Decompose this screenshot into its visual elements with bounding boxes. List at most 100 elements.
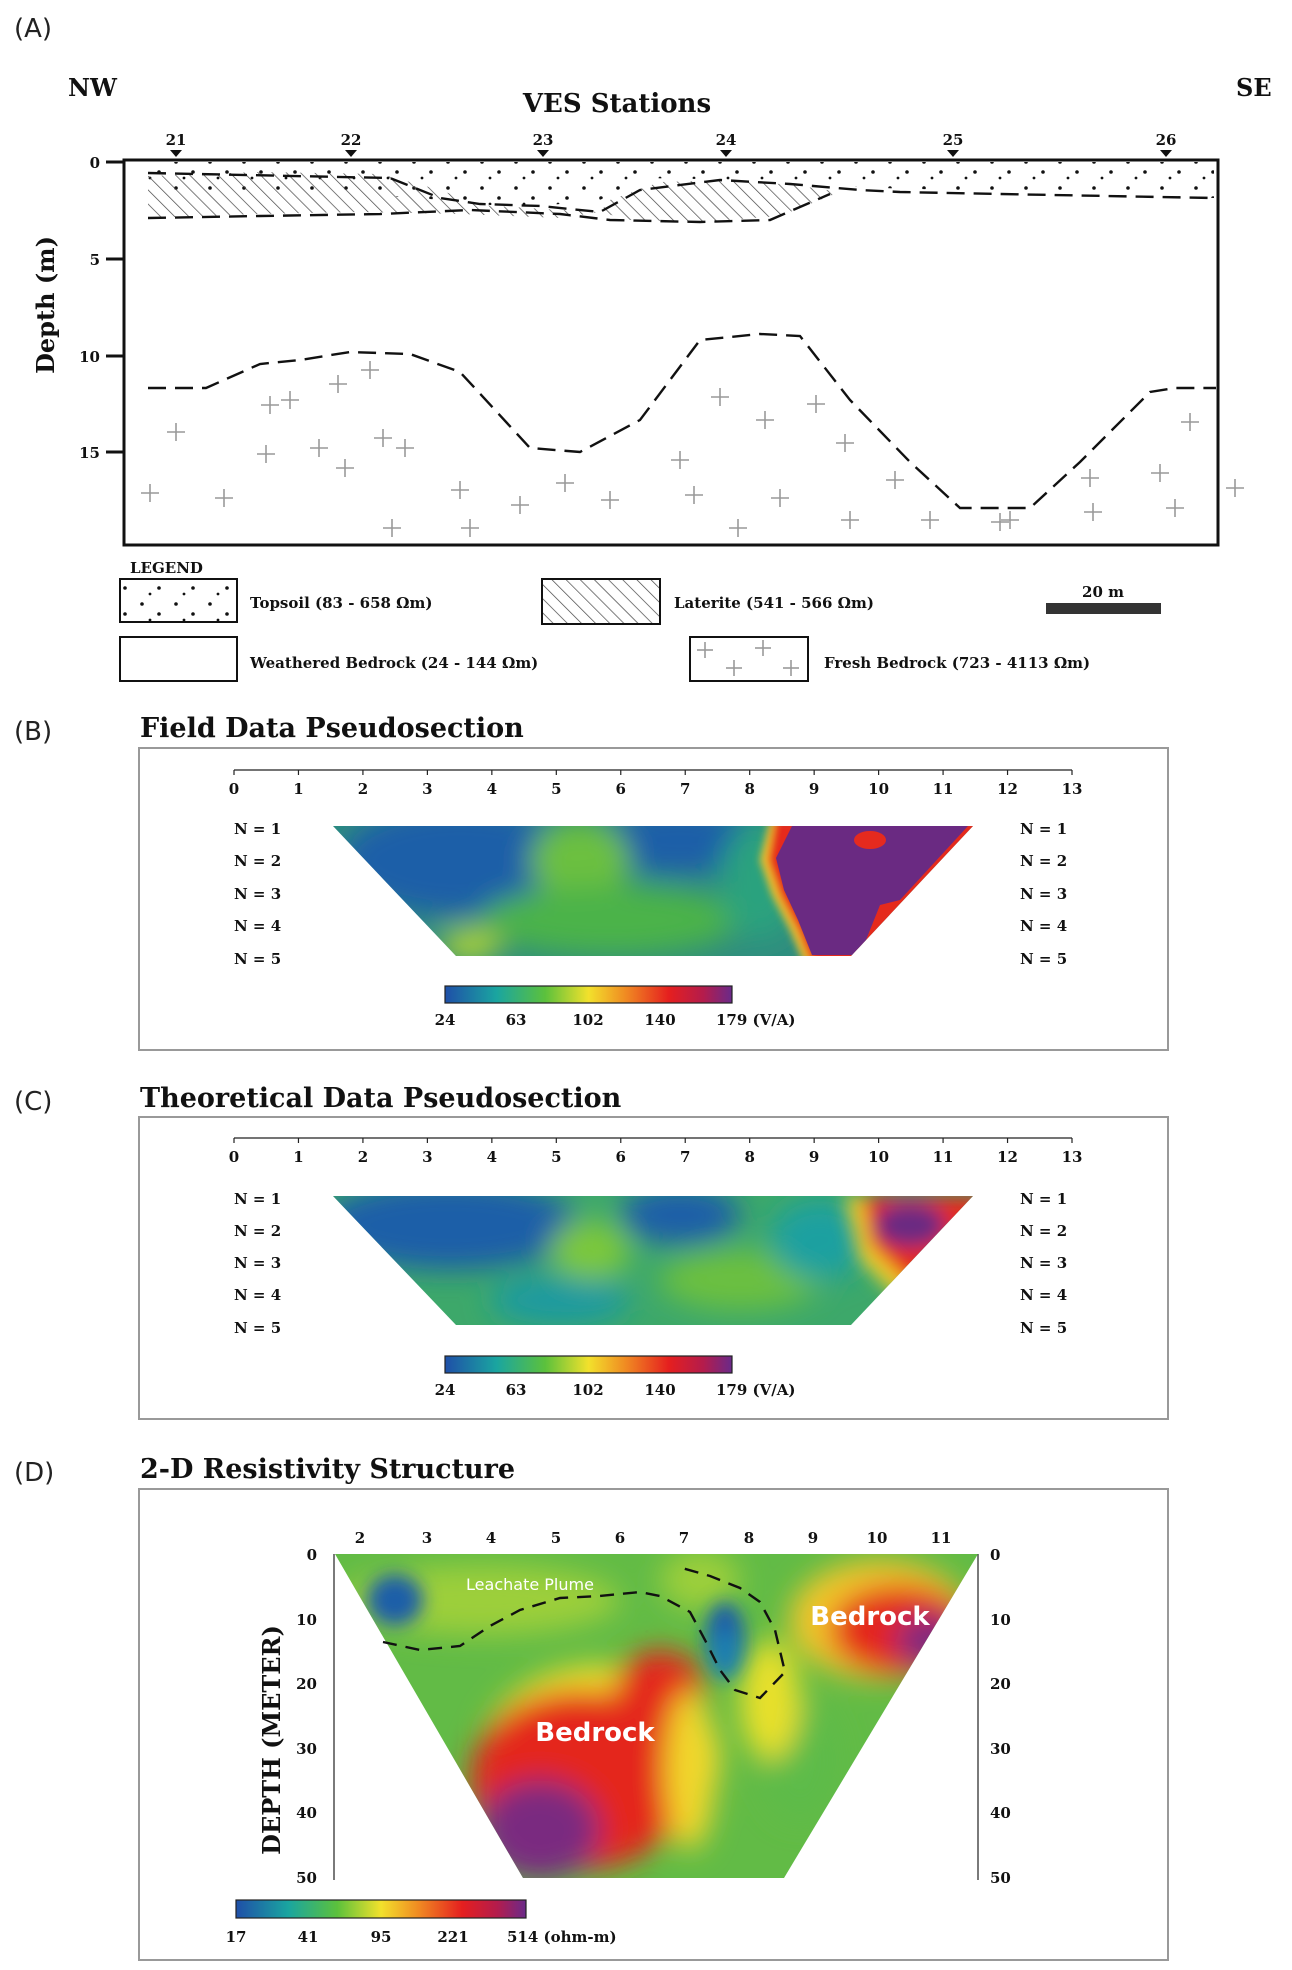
- laterite-lens-1: [148, 172, 600, 218]
- svg-text:6: 6: [615, 1529, 625, 1547]
- svg-text:221: 221: [437, 1928, 468, 1946]
- legend-topsoil: Topsoil (83 - 658 Ωm): [250, 594, 433, 612]
- tick-label: 7: [680, 780, 690, 798]
- panel-d-top-ticks: 2 3 4 5 6 7 8 9 10 11: [355, 1529, 952, 1547]
- svg-text:N = 4: N = 4: [1020, 1286, 1067, 1304]
- depth-ticks: 0 5 10 15: [79, 154, 124, 462]
- tick-label: 11: [933, 780, 954, 798]
- svg-text:N = 4: N = 4: [1020, 917, 1067, 935]
- svg-text:15: 15: [79, 444, 100, 462]
- scale-bar-label: 20 m: [1082, 583, 1124, 601]
- panel-b-levels-right: N = 1 N = 2 N = 3 N = 4 N = 5: [1020, 820, 1067, 968]
- panel-c-colorbar-labels: 24 63 102 140 179 (V/A): [435, 1381, 796, 1399]
- panel-c-levels-right: N = 1 N = 2 N = 3 N = 4 N = 5: [1020, 1190, 1067, 1337]
- layer-boundaries: [147, 171, 1216, 510]
- svg-text:26: 26: [1156, 131, 1177, 149]
- svg-text:N = 5: N = 5: [234, 1319, 281, 1337]
- station-26: 26: [1156, 131, 1177, 157]
- svg-text:N = 2: N = 2: [1020, 852, 1067, 870]
- fresh-bedrock-marks: [141, 361, 1244, 537]
- tick-label: 0: [229, 1148, 239, 1166]
- tick-label: 0: [229, 780, 239, 798]
- svg-text:N = 2: N = 2: [234, 852, 281, 870]
- svg-text:8: 8: [744, 1529, 754, 1547]
- svg-text:22: 22: [341, 131, 362, 149]
- svg-text:102: 102: [572, 1381, 603, 1399]
- svg-text:179 (V/A): 179 (V/A): [716, 1381, 795, 1399]
- svg-text:25: 25: [943, 131, 964, 149]
- legend-fresh: Fresh Bedrock (723 - 4113 Ωm): [824, 654, 1090, 672]
- tick-label: 9: [809, 780, 819, 798]
- tick-label: 10: [868, 780, 889, 798]
- se-label: SE: [1236, 73, 1272, 102]
- tick-label: 5: [551, 780, 561, 798]
- svg-text:10: 10: [867, 1529, 888, 1547]
- bedrock-right-label: Bedrock: [810, 1602, 930, 1632]
- legend-weathered: Weathered Bedrock (24 - 144 Ωm): [249, 654, 538, 672]
- svg-text:N = 1: N = 1: [234, 1190, 281, 1208]
- leachate-plume-label: Leachate Plume: [466, 1575, 594, 1594]
- svg-text:7: 7: [679, 1529, 689, 1547]
- svg-text:N = 1: N = 1: [1020, 820, 1067, 838]
- legend: LEGEND Topsoil (83 - 658 Ωm) Laterite (5…: [119, 559, 1161, 682]
- depth-axis-label: Depth (m): [31, 236, 60, 374]
- tick-label: 3: [422, 780, 432, 798]
- tick-label: 12: [997, 780, 1018, 798]
- tick-label: 8: [744, 1148, 754, 1166]
- panel-d: (D) 2-D Resistivity Structure DEPTH (MET…: [14, 1454, 1169, 1961]
- panel-d-depth-label: DEPTH (METER): [257, 1625, 286, 1855]
- svg-text:N = 4: N = 4: [234, 917, 281, 935]
- panel-d-letter: (D): [14, 1458, 54, 1488]
- svg-text:N = 3: N = 3: [234, 1254, 281, 1272]
- panel-b-title: Field Data Pseudosection: [140, 713, 524, 744]
- svg-text:40: 40: [296, 1804, 317, 1822]
- svg-text:50: 50: [296, 1869, 317, 1887]
- svg-text:0: 0: [90, 154, 100, 172]
- svg-text:30: 30: [296, 1740, 317, 1758]
- tick-label: 12: [997, 1148, 1018, 1166]
- panel-c-title: Theoretical Data Pseudosection: [140, 1083, 622, 1114]
- panel-a: (A) NW SE VES Stations 21 22 23 24 25: [14, 14, 1272, 682]
- svg-text:0: 0: [990, 1546, 1000, 1564]
- panel-a-letter: (A): [14, 14, 52, 44]
- svg-text:102: 102: [572, 1011, 603, 1029]
- panel-c-levels-left: N = 1 N = 2 N = 3 N = 4 N = 5: [234, 1190, 281, 1337]
- panel-c-colorbar: [444, 1355, 733, 1374]
- scale-bar: [1046, 603, 1161, 614]
- station-21: 21: [166, 131, 186, 157]
- tick-label: 13: [1062, 1148, 1083, 1166]
- panel-d-title: 2-D Resistivity Structure: [140, 1454, 515, 1485]
- tick-label: 2: [358, 780, 368, 798]
- tick-label: 8: [744, 780, 754, 798]
- leachate-plume-boundary: [382, 1566, 787, 1700]
- station-24: 24: [716, 131, 737, 157]
- svg-text:N = 1: N = 1: [234, 820, 281, 838]
- ves-title: VES Stations: [522, 89, 711, 119]
- tick-label: 9: [809, 1148, 819, 1166]
- svg-text:N = 5: N = 5: [234, 950, 281, 968]
- svg-text:N = 3: N = 3: [1020, 885, 1067, 903]
- svg-text:95: 95: [371, 1928, 392, 1946]
- svg-text:5: 5: [90, 251, 100, 269]
- panel-d-colorbar: [235, 1899, 527, 1919]
- panel-b-letter: (B): [14, 717, 52, 747]
- svg-text:50: 50: [990, 1869, 1011, 1887]
- svg-text:41: 41: [298, 1928, 319, 1946]
- legend-fresh-swatch: [689, 636, 809, 682]
- svg-text:23: 23: [533, 131, 554, 149]
- svg-text:140: 140: [644, 1011, 675, 1029]
- svg-text:24: 24: [716, 131, 737, 149]
- svg-text:10: 10: [79, 348, 100, 366]
- panel-d-colorbar-labels: 17 41 95 221 514 (ohm-m): [226, 1928, 617, 1946]
- svg-text:40: 40: [990, 1804, 1011, 1822]
- svg-text:24: 24: [435, 1381, 456, 1399]
- panel-b-colorbar-labels: 24 63 102 140 179 (V/A): [435, 1011, 796, 1029]
- tick-label: 10: [868, 1148, 889, 1166]
- svg-text:140: 140: [644, 1381, 675, 1399]
- tick-label: 3: [422, 1148, 432, 1166]
- svg-text:2: 2: [355, 1529, 365, 1547]
- panel-b-ticks: 0 1 2 3 4 5 6 7 8 9 10 11 12 13: [229, 770, 1082, 798]
- svg-text:N = 1: N = 1: [1020, 1190, 1067, 1208]
- panel-b-levels-left: N = 1 N = 2 N = 3 N = 4 N = 5: [234, 820, 281, 968]
